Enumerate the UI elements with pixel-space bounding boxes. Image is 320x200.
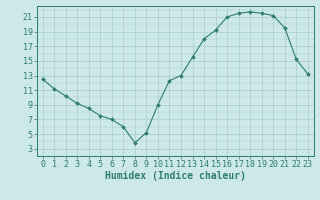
- X-axis label: Humidex (Indice chaleur): Humidex (Indice chaleur): [105, 171, 246, 181]
